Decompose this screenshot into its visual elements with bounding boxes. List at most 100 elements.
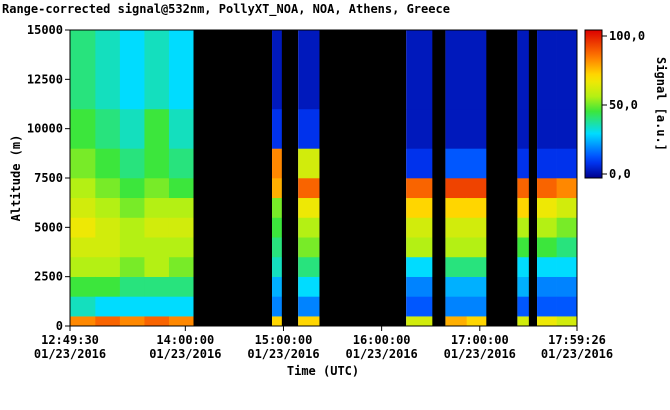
- heatmap-cell: [445, 276, 467, 297]
- heatmap-cell: [144, 30, 170, 110]
- heatmap-cell: [272, 276, 283, 297]
- heatmap-cell: [144, 197, 170, 218]
- heatmap-cell: [95, 108, 121, 149]
- heatmap-cell: [466, 276, 487, 297]
- x-tick-label: 17:00:00: [451, 333, 509, 347]
- heatmap-cell: [298, 256, 320, 277]
- heatmap-cell: [144, 148, 170, 179]
- heatmap-cell: [556, 108, 578, 149]
- heatmap-cell: [272, 197, 283, 218]
- heatmap-cell: [95, 237, 121, 258]
- heatmap-cell: [445, 108, 467, 149]
- heatmap-cell: [119, 197, 145, 218]
- heatmap-cell: [298, 178, 320, 199]
- heatmap-cell: [144, 217, 170, 238]
- heatmap-cell: [70, 276, 96, 297]
- heatmap-cell: [537, 217, 557, 238]
- heatmap-cell: [537, 108, 557, 149]
- heatmap-cell: [406, 316, 433, 327]
- heatmap-cell: [466, 30, 487, 110]
- x-tick-date: 01/23/2016: [541, 347, 613, 361]
- x-tick-label: 16:00:00: [353, 333, 411, 347]
- colorbar-label: Signal [a.u.]: [654, 57, 668, 151]
- heatmap-cell: [168, 197, 194, 218]
- heatmap-cell: [466, 197, 487, 218]
- heatmap-cell: [517, 148, 530, 179]
- heatmap-cell: [298, 197, 320, 218]
- heatmap-cell: [298, 276, 320, 297]
- heatmap-cell: [168, 237, 194, 258]
- heatmap-cell: [445, 316, 467, 327]
- heatmap-cell: [298, 30, 320, 110]
- heatmap-cell: [406, 30, 433, 110]
- x-tick-label: 17:59:26: [548, 333, 606, 347]
- heatmap-cell: [517, 276, 530, 297]
- y-axis-label: Altitude (m): [9, 135, 23, 222]
- colorbar-tick-label: 100,0: [609, 29, 645, 43]
- heatmap-cell: [406, 197, 433, 218]
- heatmap-cell: [466, 256, 487, 277]
- heatmap-cell: [406, 148, 433, 179]
- heatmap-cell: [95, 148, 121, 179]
- heatmap-cell: [466, 108, 487, 149]
- heatmap-cell: [168, 316, 194, 327]
- heatmap-cell: [70, 108, 96, 149]
- heatmap-cell: [144, 178, 170, 199]
- heatmap-cell: [272, 178, 283, 199]
- heatmap-cell: [119, 148, 145, 179]
- heatmap-cell: [298, 217, 320, 238]
- heatmap-cell: [70, 316, 96, 327]
- heatmap-cell: [556, 256, 578, 277]
- heatmap-cell: [70, 148, 96, 179]
- no-data-column: [432, 30, 446, 326]
- heatmap-cell: [556, 316, 578, 327]
- heatmap-cell: [298, 296, 320, 317]
- heatmap-cell: [517, 296, 530, 317]
- heatmap-cell: [445, 256, 467, 277]
- heatmap-cell: [517, 30, 530, 110]
- x-tick-label: 12:49:30: [41, 333, 99, 347]
- heatmap-cell: [517, 256, 530, 277]
- heatmap-cell: [95, 178, 121, 199]
- heatmap-cell: [406, 276, 433, 297]
- heatmap-cell: [406, 108, 433, 149]
- heatmap-cell: [272, 316, 283, 327]
- heatmap-cell: [119, 237, 145, 258]
- heatmap-cell: [95, 217, 121, 238]
- heatmap-cell: [119, 30, 145, 110]
- heatmap-cell: [537, 276, 557, 297]
- y-tick-label: 10000: [27, 122, 63, 136]
- heatmap-cell: [144, 276, 170, 297]
- heatmap-cell: [406, 237, 433, 258]
- heatmap-cell: [119, 256, 145, 277]
- heatmap-cell: [70, 30, 96, 110]
- y-tick-label: 0: [56, 319, 63, 333]
- heatmap-cell: [556, 148, 578, 179]
- heatmap-cell: [70, 296, 96, 317]
- heatmap-cell: [95, 296, 121, 317]
- heatmap-cell: [406, 217, 433, 238]
- colorbar: [584, 29, 603, 179]
- heatmap-cell: [537, 148, 557, 179]
- y-tick-label: 15000: [27, 23, 63, 37]
- heatmap-cell: [119, 316, 145, 327]
- heatmap-cell: [272, 237, 283, 258]
- heatmap-cell: [119, 217, 145, 238]
- heatmap-cell: [95, 256, 121, 277]
- heatmap-cell: [406, 178, 433, 199]
- heatmap-cell: [272, 296, 283, 317]
- heatmap-cell: [298, 316, 320, 327]
- heatmap-cell: [95, 316, 121, 327]
- colorbar-tick-label: 0,0: [609, 167, 631, 181]
- heatmap-cell: [144, 237, 170, 258]
- heatmap-cell: [70, 237, 96, 258]
- heatmap-cell: [445, 217, 467, 238]
- heatmap-cell: [445, 237, 467, 258]
- heatmap-cell: [537, 296, 557, 317]
- heatmap-cell: [70, 256, 96, 277]
- heatmap-cell: [556, 237, 578, 258]
- heatmap-cell: [168, 178, 194, 199]
- heatmap-cell: [168, 217, 194, 238]
- heatmap-cell: [556, 296, 578, 317]
- heatmap-cell: [556, 197, 578, 218]
